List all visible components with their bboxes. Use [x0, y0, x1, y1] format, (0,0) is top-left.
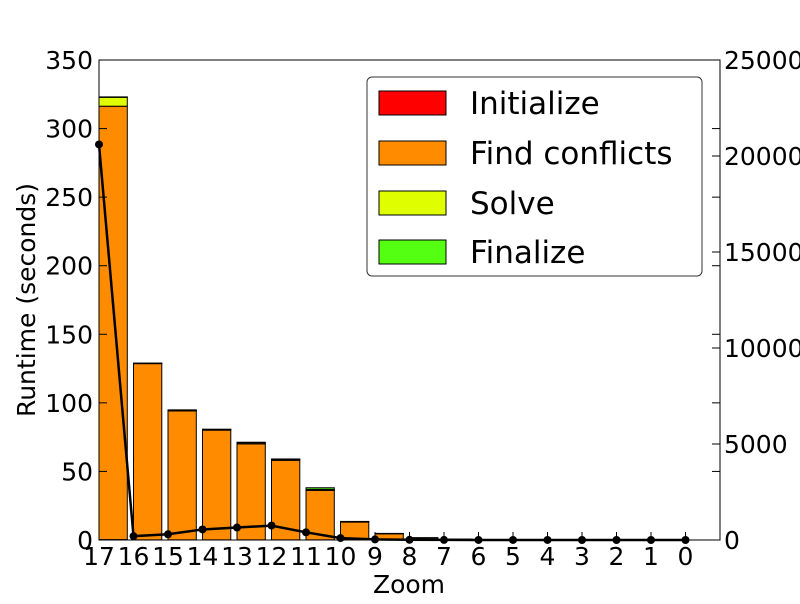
x-tick-label-15: 15	[152, 542, 184, 571]
legend-swatch-0	[379, 91, 446, 115]
legend-swatch-2	[379, 191, 446, 215]
bar-13-series-3	[237, 442, 265, 443]
y2-tick-label-5000: 5000	[724, 430, 788, 459]
x-tick-label-8: 8	[402, 542, 418, 571]
legend-label-1: Find conflicts	[470, 136, 673, 172]
bar-15-series-1	[168, 411, 196, 540]
bar-14-series-1	[203, 430, 231, 540]
legend-label-3: Finalize	[470, 235, 585, 271]
y-tick-label-250: 250	[45, 183, 93, 212]
x-tick-label-14: 14	[187, 542, 219, 571]
y-tick-label-100: 100	[45, 389, 93, 418]
y-axis-label: Runtime (seconds)	[12, 183, 41, 417]
bar-16-series-1	[134, 364, 162, 540]
x-tick-label-4: 4	[540, 542, 556, 571]
y-tick-label-150: 150	[45, 320, 93, 349]
line-point-12	[268, 522, 276, 530]
x-tick-label-0: 0	[678, 542, 694, 571]
legend-swatch-3	[379, 240, 446, 264]
bar-17-series-1	[99, 106, 127, 539]
legend: Initialize Find conflicts Solve Finalize	[367, 77, 702, 276]
x-tick-label-1: 1	[643, 542, 659, 571]
y-tick-label-350: 350	[45, 46, 93, 75]
x-tick-label-13: 13	[221, 542, 253, 571]
line-point-13	[233, 524, 241, 532]
y2-tick-label-10000: 10000	[724, 334, 800, 363]
y2-tick-label-25000: 25000	[724, 46, 800, 75]
bar-12-series-3	[272, 459, 300, 460]
bar-11-series-3	[306, 488, 334, 490]
x-tick-label-3: 3	[574, 542, 590, 571]
x-tick-label-7: 7	[436, 542, 452, 571]
y2-tick-label-20000: 20000	[724, 142, 800, 171]
x-tick-label-17: 17	[83, 542, 115, 571]
y-tick-label-300: 300	[45, 115, 93, 144]
x-tick-label-10: 10	[325, 542, 357, 571]
y2-tick-label-0: 0	[724, 526, 740, 555]
bar-17-series-2	[99, 97, 127, 106]
x-tick-label-5: 5	[505, 542, 521, 571]
legend-label-2: Solve	[470, 186, 555, 222]
x-tick-label-6: 6	[471, 542, 487, 571]
x-tick-label-9: 9	[367, 542, 383, 571]
legend-label-0: Initialize	[470, 86, 600, 122]
x-tick-label-12: 12	[256, 542, 288, 571]
legend-swatch-1	[379, 141, 446, 165]
x-axis-label: Zoom	[373, 570, 445, 599]
x-tick-label-16: 16	[118, 542, 150, 571]
y-tick-label-50: 50	[61, 457, 93, 486]
y2-tick-label-15000: 15000	[724, 238, 800, 267]
x-tick-label-11: 11	[290, 542, 322, 571]
x-tick-label-2: 2	[609, 542, 625, 571]
y-tick-label-200: 200	[45, 252, 93, 281]
